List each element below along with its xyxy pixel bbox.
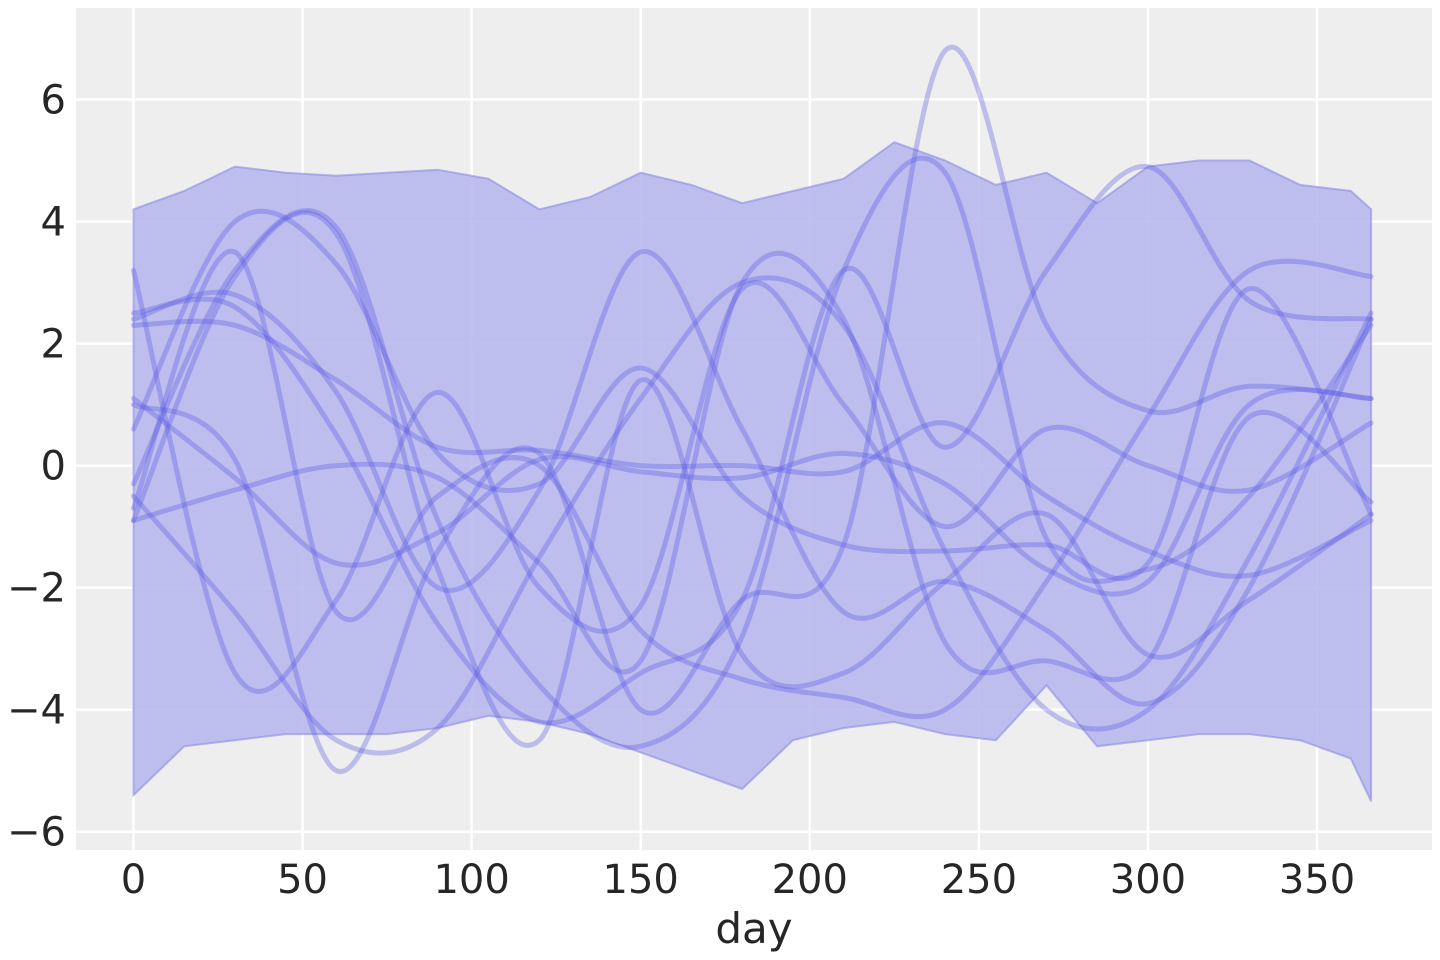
series-line-2 bbox=[131, 318, 1374, 579]
series-line-7 bbox=[131, 267, 1374, 694]
series-layer bbox=[131, 44, 1374, 774]
band-area bbox=[132, 141, 1373, 802]
series-line-5 bbox=[131, 250, 1374, 683]
y-tick-label: −4 bbox=[7, 688, 66, 734]
series-line-10 bbox=[131, 249, 1374, 707]
series-line-9 bbox=[131, 210, 1374, 748]
y-tick-label: 0 bbox=[41, 444, 66, 490]
x-tick-label: 0 bbox=[121, 857, 146, 903]
x-axis-label: day bbox=[715, 904, 792, 953]
x-tick-label: 100 bbox=[433, 857, 509, 903]
x-tick-label: 300 bbox=[1110, 857, 1186, 903]
series-line-3 bbox=[131, 208, 1374, 581]
series-line-8 bbox=[131, 155, 1374, 751]
x-tick-label: 150 bbox=[603, 857, 679, 903]
series-line-1 bbox=[131, 275, 1374, 756]
x-tick-label: 250 bbox=[941, 857, 1017, 903]
x-tick-label: 350 bbox=[1279, 857, 1355, 903]
y-tick-label: 6 bbox=[41, 78, 66, 124]
y-tick-label: 2 bbox=[41, 322, 66, 368]
series-line-6 bbox=[131, 164, 1374, 726]
series-line-4 bbox=[131, 387, 1374, 597]
x-tick-label: 50 bbox=[277, 857, 328, 903]
y-tick-label: 4 bbox=[41, 200, 66, 246]
y-tick-label: −2 bbox=[7, 566, 66, 612]
x-tick-labels: 0 50 100 150 200 250 300 350 bbox=[121, 857, 1355, 903]
y-tick-label: −6 bbox=[7, 810, 66, 856]
y-tick-labels: −6 −4 −2 0 2 4 6 bbox=[7, 78, 66, 856]
band-layer bbox=[132, 141, 1373, 802]
x-tick-label: 200 bbox=[772, 857, 848, 903]
series-line-11 bbox=[131, 248, 1374, 720]
series-line-12 bbox=[131, 44, 1374, 774]
